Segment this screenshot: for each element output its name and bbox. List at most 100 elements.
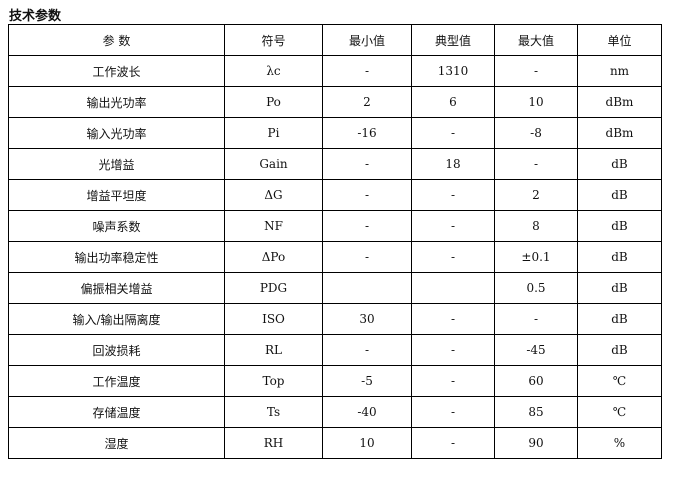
cell-unit: % <box>577 427 662 459</box>
cell-symbol: λc <box>224 55 323 87</box>
cell-symbol: Po <box>224 86 323 118</box>
cell-parameter: 输入光功率 <box>8 117 225 149</box>
table-row: 光增益 Gain -18- dB <box>8 148 662 180</box>
cell-symbol: Gain <box>224 148 323 180</box>
cell-typ: 6 <box>411 86 495 118</box>
header-parameter: 参 数 <box>8 24 225 56</box>
cell-symbol: Top <box>224 365 323 397</box>
header-unit: 单位 <box>577 24 662 56</box>
cell-unit: dB <box>577 210 662 242</box>
table-row: 输出功率稳定性 ΔPo - - ±0.1 dB <box>8 241 662 273</box>
header-typ: 典型值 <box>411 24 495 56</box>
cell-typ: 1310 <box>411 55 495 87</box>
cell-max: - <box>494 55 578 87</box>
cell-typ: - <box>411 117 495 149</box>
cell-typ: - <box>411 396 495 428</box>
cell-parameter: 工作波长 <box>8 55 225 87</box>
table-row: 湿度 RH 10-90% <box>8 427 662 459</box>
cell-min: 2 <box>322 86 412 118</box>
cell-max: 85 <box>494 396 578 428</box>
cell-unit: dB <box>577 303 662 335</box>
table-header-row: 参 数 符号 最小值 典型值 最大值 单位 <box>8 24 662 56</box>
table-row: 偏振相关增益 PDG 0.5 dB <box>8 272 662 304</box>
cell-min: - <box>322 241 412 273</box>
cell-unit: dB <box>577 334 662 366</box>
cell-parameter: 湿度 <box>8 427 225 459</box>
cell-min: - <box>322 55 412 87</box>
cell-typ: - <box>411 210 495 242</box>
cell-parameter: 工作温度 <box>8 365 225 397</box>
cell-symbol: Ts <box>224 396 323 428</box>
cell-unit: dB <box>577 241 662 273</box>
cell-max: -8 <box>494 117 578 149</box>
cell-parameter: 偏振相关增益 <box>8 272 225 304</box>
cell-parameter: 输出功率稳定性 <box>8 241 225 273</box>
cell-parameter: 输入/输出隔离度 <box>8 303 225 335</box>
table-row: 增益平坦度 ΔG - -2 dB <box>8 179 662 211</box>
cell-min: -40 <box>322 396 412 428</box>
cell-max: 10 <box>494 86 578 118</box>
cell-max: ±0.1 <box>494 241 578 273</box>
cell-typ: - <box>411 334 495 366</box>
spec-table: 参 数 符号 最小值 典型值 最大值 单位 工作波长 λc -1310- nm 输出光功… <box>8 24 662 459</box>
cell-min: - <box>322 334 412 366</box>
cell-parameter: 存储温度 <box>8 396 225 428</box>
table-row: 噪声系数 NF - -8 dB <box>8 210 662 242</box>
cell-min: -16 <box>322 117 412 149</box>
cell-symbol: ISO <box>224 303 323 335</box>
cell-parameter: 输出光功率 <box>8 86 225 118</box>
cell-min: - <box>322 179 412 211</box>
cell-max: - <box>494 303 578 335</box>
cell-max: 8 <box>494 210 578 242</box>
cell-typ: - <box>411 303 495 335</box>
header-symbol: 符号 <box>224 24 323 56</box>
cell-typ: - <box>411 427 495 459</box>
cell-unit: dBm <box>577 86 662 118</box>
cell-symbol: Pi <box>224 117 323 149</box>
table-row: 输出光功率 Po 2 6 10 dBm <box>8 86 662 118</box>
cell-unit: dB <box>577 272 662 304</box>
cell-symbol: ΔG <box>224 179 323 211</box>
section-title: 技术参数 <box>9 9 62 24</box>
cell-symbol: RL <box>224 334 323 366</box>
cell-typ <box>411 272 495 304</box>
cell-unit: dB <box>577 179 662 211</box>
cell-min: 30 <box>322 303 412 335</box>
table-row: 回波损耗 RL - - -45 dB <box>8 334 662 366</box>
cell-unit: ℃ <box>577 396 662 428</box>
cell-unit: dB <box>577 148 662 180</box>
cell-unit: nm <box>577 55 662 87</box>
cell-parameter: 回波损耗 <box>8 334 225 366</box>
table-row: 输入光功率 Pi -16- -8 dBm <box>8 117 662 149</box>
cell-max: 60 <box>494 365 578 397</box>
cell-symbol: NF <box>224 210 323 242</box>
cell-max: - <box>494 148 578 180</box>
cell-symbol: RH <box>224 427 323 459</box>
cell-typ: - <box>411 365 495 397</box>
table-row: 存储温度 Ts -40-85 ℃ <box>8 396 662 428</box>
cell-unit: dBm <box>577 117 662 149</box>
cell-parameter: 增益平坦度 <box>8 179 225 211</box>
cell-min: -5 <box>322 365 412 397</box>
cell-symbol: PDG <box>224 272 323 304</box>
cell-min: - <box>322 148 412 180</box>
cell-min: 10 <box>322 427 412 459</box>
cell-symbol: ΔPo <box>224 241 323 273</box>
cell-max: 2 <box>494 179 578 211</box>
header-min: 最小值 <box>322 24 412 56</box>
table-row: 工作温度 Top -5-60 ℃ <box>8 365 662 397</box>
table-row: 工作波长 λc -1310- nm <box>8 55 662 87</box>
cell-typ: - <box>411 241 495 273</box>
cell-unit: ℃ <box>577 365 662 397</box>
cell-parameter: 噪声系数 <box>8 210 225 242</box>
cell-min: - <box>322 210 412 242</box>
cell-max: -45 <box>494 334 578 366</box>
cell-min <box>322 272 412 304</box>
cell-typ: 18 <box>411 148 495 180</box>
header-max: 最大值 <box>494 24 578 56</box>
cell-typ: - <box>411 179 495 211</box>
table-row: 输入/输出隔离度 ISO 30- - dB <box>8 303 662 335</box>
cell-max: 90 <box>494 427 578 459</box>
cell-parameter: 光增益 <box>8 148 225 180</box>
cell-max: 0.5 <box>494 272 578 304</box>
